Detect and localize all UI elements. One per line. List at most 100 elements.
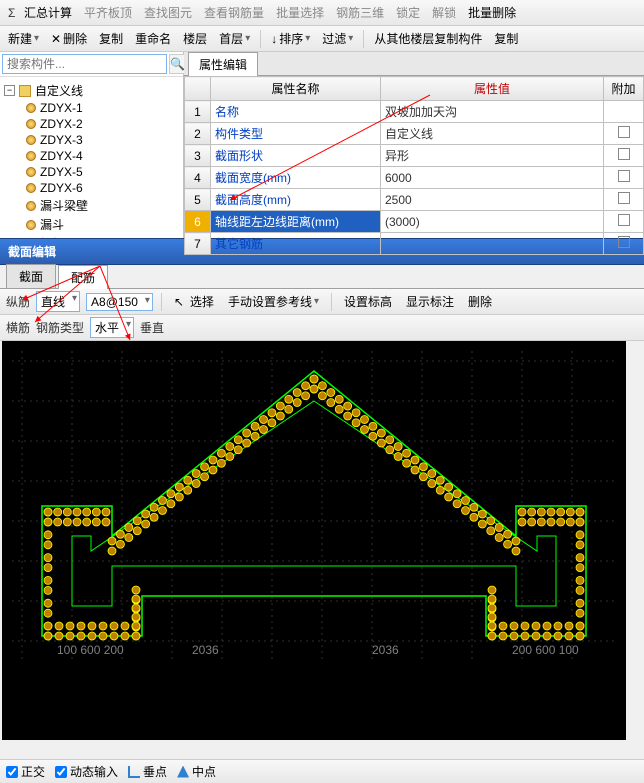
select-button[interactable]: ↖选择 [170,291,218,312]
dyninput-checkbox[interactable] [55,766,67,778]
property-row[interactable]: 6轴线距左边线距离(mm)(3000) [185,211,644,233]
perp-snap[interactable]: 垂点 [128,763,167,780]
main-toolbar-1: Σ汇总计算 平齐板顶 查找图元 查看钢筋量 批量选择 钢筋三维 锁定 解锁 批量… [0,0,644,26]
propextra-header: 附加 [604,77,644,101]
tab-rebar[interactable]: 配筋 [58,265,108,289]
prop-extra[interactable] [604,233,644,255]
component-icon [26,151,36,161]
property-table: 属性名称 属性值 附加 1名称双坡加加天沟2构件类型自定义线3截面形状异形4截面… [184,76,644,255]
tree-item[interactable]: 漏斗 [26,215,181,234]
filter-button[interactable]: 过滤▾ [318,28,357,49]
search-input[interactable] [2,54,167,74]
property-row[interactable]: 3截面形状异形 [185,145,644,167]
tree-item[interactable]: 漏斗梁壁 [26,196,181,215]
row-number: 1 [185,101,211,123]
unlock-button[interactable]: 解锁 [428,2,460,23]
prop-extra[interactable] [604,167,644,189]
mid-snap[interactable]: 中点 [177,763,216,780]
prop-value[interactable]: 2500 [381,189,604,211]
show-mark-button[interactable]: 显示标注 [402,291,458,312]
elevation-button[interactable]: 设置标高 [340,291,396,312]
dyninput-toggle[interactable]: 动态输入 [55,763,118,780]
section-canvas[interactable]: 100 600 20020362036200 600 100 [2,341,626,740]
floor-dropdown[interactable]: 楼层 [179,28,211,49]
first-floor-dropdown[interactable]: 首层▾ [215,28,254,49]
prop-extra[interactable] [604,189,644,211]
propname-header: 属性名称 [211,77,381,101]
property-row[interactable]: 2构件类型自定义线 [185,123,644,145]
tree-item[interactable]: ZDYX-1 [26,100,181,116]
tab-section[interactable]: 截面 [6,264,56,288]
tree-item-label: ZDYX-2 [40,117,83,131]
main-toolbar-2: 新建▾ ✕ 删除 复制 重命名 楼层 首层▾ ↓ 排序▾ 过滤▾ 从其他楼层复制… [0,26,644,52]
find-element-button[interactable]: 查找图元 [140,2,196,23]
prop-extra[interactable] [604,145,644,167]
prop-value[interactable]: 双坡加加天沟 [381,101,604,123]
tree-item[interactable]: ZDYX-3 [26,132,181,148]
component-icon [26,119,36,129]
prop-extra[interactable] [604,101,644,123]
row-number: 6 [185,211,211,233]
line-type-combo[interactable]: 直线 [36,291,80,312]
property-row[interactable]: 7其它钢筋 [185,233,644,255]
component-icon [26,220,36,230]
rename-button[interactable]: 重命名 [131,28,175,49]
prop-value[interactable]: (3000) [381,211,604,233]
rebar-spec-combo[interactable]: A8@150 [86,293,153,311]
propval-header: 属性值 [381,77,604,101]
vertical-label: 垂直 [140,319,164,336]
delete-button[interactable]: ✕ 删除 [47,28,91,49]
tree-item[interactable]: ZDYX-6 [26,180,181,196]
batch-select-button[interactable]: 批量选择 [272,2,328,23]
new-button[interactable]: 新建▾ [4,28,43,49]
component-icon [26,183,36,193]
prop-extra[interactable] [604,123,644,145]
tree-toggle[interactable]: − [4,85,15,96]
copy-from-floor-button[interactable]: 从其他楼层复制构件 [370,28,486,49]
ref-line-button[interactable]: 手动设置参考线▾ [224,291,323,312]
longitudinal-label: 纵筋 [6,293,30,310]
tree-item-label: ZDYX-6 [40,181,83,195]
tree-item-label: 柱板 [40,235,64,238]
lock-button[interactable]: 锁定 [392,2,424,23]
component-tree[interactable]: − 自定义线 ZDYX-1ZDYX-2ZDYX-3ZDYX-4ZDYX-5ZDY… [0,77,183,238]
property-row[interactable]: 4截面宽度(mm)6000 [185,167,644,189]
batch-delete-button[interactable]: 批量删除 [464,2,520,23]
prop-name: 名称 [211,101,381,123]
tab-property-edit[interactable]: 属性编辑 [188,52,258,76]
prop-value[interactable]: 6000 [381,167,604,189]
row-number: 3 [185,145,211,167]
horiz-combo[interactable]: 水平 [90,317,134,338]
align-slab-button[interactable]: 平齐板顶 [80,2,136,23]
prop-value[interactable]: 自定义线 [381,123,604,145]
mid-icon [177,766,189,778]
tree-item[interactable]: ZDYX-4 [26,148,181,164]
prop-name: 构件类型 [211,123,381,145]
property-row[interactable]: 5截面高度(mm)2500 [185,189,644,211]
copy-button[interactable]: 复制 [95,28,127,49]
prop-value[interactable] [381,233,604,255]
sigma-calc-button[interactable]: Σ汇总计算 [4,2,76,23]
tree-item[interactable]: ZDYX-2 [26,116,181,132]
section-tabs: 截面 配筋 [0,265,644,289]
view-rebar-button[interactable]: 查看钢筋量 [200,2,268,23]
sort-button[interactable]: ↓ 排序▾ [267,28,314,49]
ortho-toggle[interactable]: 正交 [6,763,45,780]
component-tree-pane: 🔍 − 自定义线 ZDYX-1ZDYX-2ZDYX-3ZDYX-4ZDYX-5Z… [0,52,184,238]
prop-name: 截面形状 [211,145,381,167]
delete-rebar-button[interactable]: 删除 [464,291,496,312]
prop-name: 截面宽度(mm) [211,167,381,189]
tree-item-label: 漏斗梁壁 [40,197,88,214]
tree-item[interactable]: ZDYX-5 [26,164,181,180]
property-row[interactable]: 1名称双坡加加天沟 [185,101,644,123]
perp-icon [128,766,140,778]
copy2-button[interactable]: 复制 [490,28,522,49]
rebar-3d-button[interactable]: 钢筋三维 [332,2,388,23]
tree-item-label: ZDYX-3 [40,133,83,147]
svg-text:2036: 2036 [372,643,399,657]
prop-extra[interactable] [604,211,644,233]
prop-value[interactable]: 异形 [381,145,604,167]
status-bar: 正交 动态输入 垂点 中点 [0,759,644,783]
tree-item[interactable]: 柱板 [26,234,181,238]
ortho-checkbox[interactable] [6,766,18,778]
